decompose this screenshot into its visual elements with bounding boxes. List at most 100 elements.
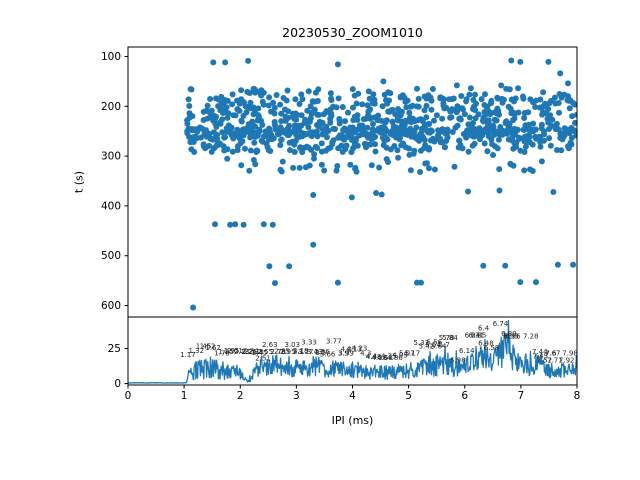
scatter-point	[250, 104, 257, 111]
scatter-point	[565, 80, 571, 87]
scatter-point	[224, 155, 231, 162]
scatter-point	[507, 161, 514, 168]
scatter-point	[417, 169, 424, 175]
scatter-point	[561, 91, 568, 98]
scatter-point	[392, 111, 399, 118]
scatter-point	[488, 127, 494, 134]
scatter-point	[247, 99, 254, 106]
peak-annotations: 1.171.321.451.521.621.781.851.952.012.13…	[180, 320, 578, 365]
scatter-point	[387, 146, 394, 153]
scatter-point	[552, 100, 559, 107]
scatter-point	[454, 122, 461, 129]
y-tick-label: 300	[101, 151, 121, 163]
scatter-point	[211, 129, 217, 136]
scatter-point	[565, 145, 572, 152]
scatter-point	[213, 123, 220, 130]
scatter-point	[187, 139, 194, 146]
scatter-point	[533, 279, 539, 286]
scatter-point	[334, 163, 341, 169]
scatter-point	[189, 113, 196, 120]
scatter-point	[522, 143, 529, 150]
scatter-point	[238, 162, 245, 169]
scatter-point	[465, 148, 472, 155]
scatter-point	[379, 103, 386, 110]
scatter-point	[564, 97, 571, 104]
scatter-point	[410, 129, 417, 136]
scatter-point	[537, 143, 544, 150]
scatter-point	[383, 117, 390, 124]
scatter-point	[255, 105, 262, 112]
scatter-point	[286, 139, 293, 146]
scatter-point	[286, 263, 293, 270]
scatter-point	[510, 117, 516, 124]
scatter-point	[234, 106, 241, 113]
scatter-point	[471, 130, 478, 137]
x-tick-label: 3	[293, 390, 300, 402]
scatter-point	[570, 100, 577, 106]
scatter-point	[251, 86, 258, 93]
scatter-point	[458, 93, 465, 99]
scatter-point	[247, 132, 254, 139]
scatter-point	[525, 138, 531, 145]
scatter-point	[283, 97, 290, 104]
scatter-point	[419, 118, 426, 125]
scatter-point	[324, 134, 330, 141]
scatter-point	[382, 127, 389, 133]
x-tick-label: 4	[349, 390, 356, 402]
scatter-point	[245, 57, 252, 64]
scatter-point	[201, 131, 208, 138]
scatter-point	[516, 134, 522, 141]
scatter-point	[456, 115, 463, 122]
scatter-plot	[184, 57, 577, 311]
scatter-point	[502, 262, 509, 269]
scatter-point	[567, 139, 574, 146]
scatter-point	[328, 95, 335, 102]
scatter-point	[514, 126, 521, 133]
scatter-point	[568, 134, 575, 141]
scatter-point	[254, 147, 261, 154]
scatter-point	[406, 109, 413, 116]
peak-annotation: 2.63	[262, 341, 278, 349]
scatter-point	[282, 113, 289, 120]
scatter-point	[557, 70, 564, 77]
peak-annotation: 4.48	[366, 353, 382, 361]
peak-annotation: 2.31	[244, 348, 260, 356]
scatter-point	[394, 147, 401, 154]
peak-annotation: 6.35	[471, 331, 487, 339]
scatter-point	[412, 134, 418, 141]
scatter-point	[309, 129, 315, 136]
y-tick-label: 0	[114, 378, 121, 390]
scatter-point	[488, 136, 495, 143]
figure-title: 20230530_ZOOM1010	[282, 25, 423, 40]
scatter-point	[352, 126, 359, 133]
scatter-point	[277, 101, 284, 108]
peak-annotation: 1.32	[189, 347, 205, 355]
scatter-point	[559, 136, 566, 143]
scatter-point	[184, 130, 191, 137]
scatter-point	[515, 109, 522, 116]
scatter-point	[307, 103, 314, 110]
scatter-point	[314, 98, 321, 104]
scatter-point	[259, 98, 266, 105]
scatter-point	[486, 122, 493, 129]
scatter-point	[367, 141, 374, 148]
scatter-point	[293, 132, 300, 139]
scatter-point	[208, 148, 215, 155]
scatter-point	[352, 165, 359, 172]
scatter-point	[420, 125, 427, 132]
peak-annotation: 2.95	[280, 348, 296, 356]
scatter-point	[303, 143, 310, 150]
scatter-point	[249, 121, 256, 128]
scatter-point	[570, 261, 577, 268]
peak-annotation: 1.52	[200, 343, 216, 351]
peak-annotation: 3.43	[307, 348, 323, 356]
scatter-point	[550, 189, 557, 195]
peak-annotation: 3.56	[314, 348, 330, 356]
scatter-point	[407, 167, 414, 174]
x-axis-label: IPI (ms)	[331, 414, 374, 427]
scatter-point	[246, 90, 253, 96]
peak-annotation: 1.78	[214, 350, 230, 358]
scatter-point	[370, 121, 376, 127]
peak-annotation: 7.92	[559, 357, 575, 365]
line-plot	[128, 319, 577, 384]
